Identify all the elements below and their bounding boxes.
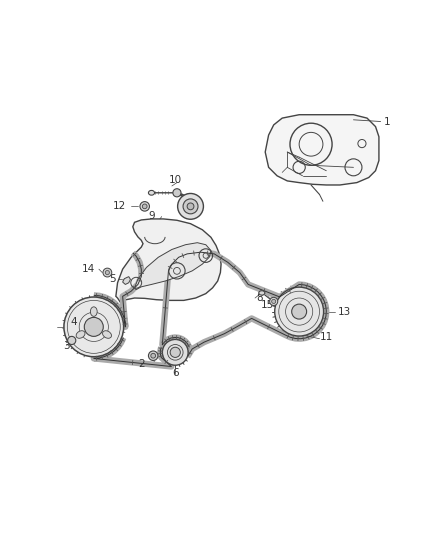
Circle shape — [173, 189, 181, 197]
Text: 10: 10 — [169, 175, 182, 185]
Circle shape — [105, 271, 110, 274]
Text: 1: 1 — [384, 117, 391, 126]
Circle shape — [170, 347, 180, 358]
Text: 11: 11 — [320, 332, 333, 342]
Ellipse shape — [76, 331, 85, 338]
Polygon shape — [265, 115, 379, 185]
Circle shape — [178, 193, 203, 219]
Text: 13: 13 — [338, 306, 351, 317]
Circle shape — [84, 317, 103, 336]
Circle shape — [272, 300, 276, 303]
Text: 3: 3 — [63, 341, 70, 351]
Text: 6: 6 — [172, 368, 179, 378]
Circle shape — [103, 268, 112, 277]
Ellipse shape — [259, 290, 265, 295]
Text: 15: 15 — [261, 300, 274, 310]
Text: 12: 12 — [113, 201, 126, 212]
Text: 2: 2 — [138, 359, 145, 369]
Ellipse shape — [90, 307, 97, 317]
Ellipse shape — [148, 190, 155, 195]
Circle shape — [67, 336, 76, 344]
Circle shape — [142, 204, 147, 209]
Circle shape — [183, 199, 198, 214]
Text: 8: 8 — [257, 293, 263, 303]
Circle shape — [292, 304, 307, 319]
Ellipse shape — [102, 331, 111, 338]
Polygon shape — [116, 219, 221, 303]
Text: 14: 14 — [82, 264, 95, 274]
Circle shape — [185, 194, 192, 200]
Circle shape — [187, 203, 194, 210]
Circle shape — [270, 297, 278, 305]
Circle shape — [275, 287, 324, 336]
Polygon shape — [134, 243, 211, 289]
Text: 4: 4 — [70, 317, 77, 327]
Circle shape — [64, 297, 124, 357]
Text: 9: 9 — [148, 211, 155, 221]
Circle shape — [151, 353, 155, 358]
Circle shape — [140, 201, 149, 211]
Circle shape — [162, 340, 188, 365]
Circle shape — [148, 351, 158, 360]
Text: 5: 5 — [109, 274, 116, 284]
Polygon shape — [123, 277, 131, 285]
